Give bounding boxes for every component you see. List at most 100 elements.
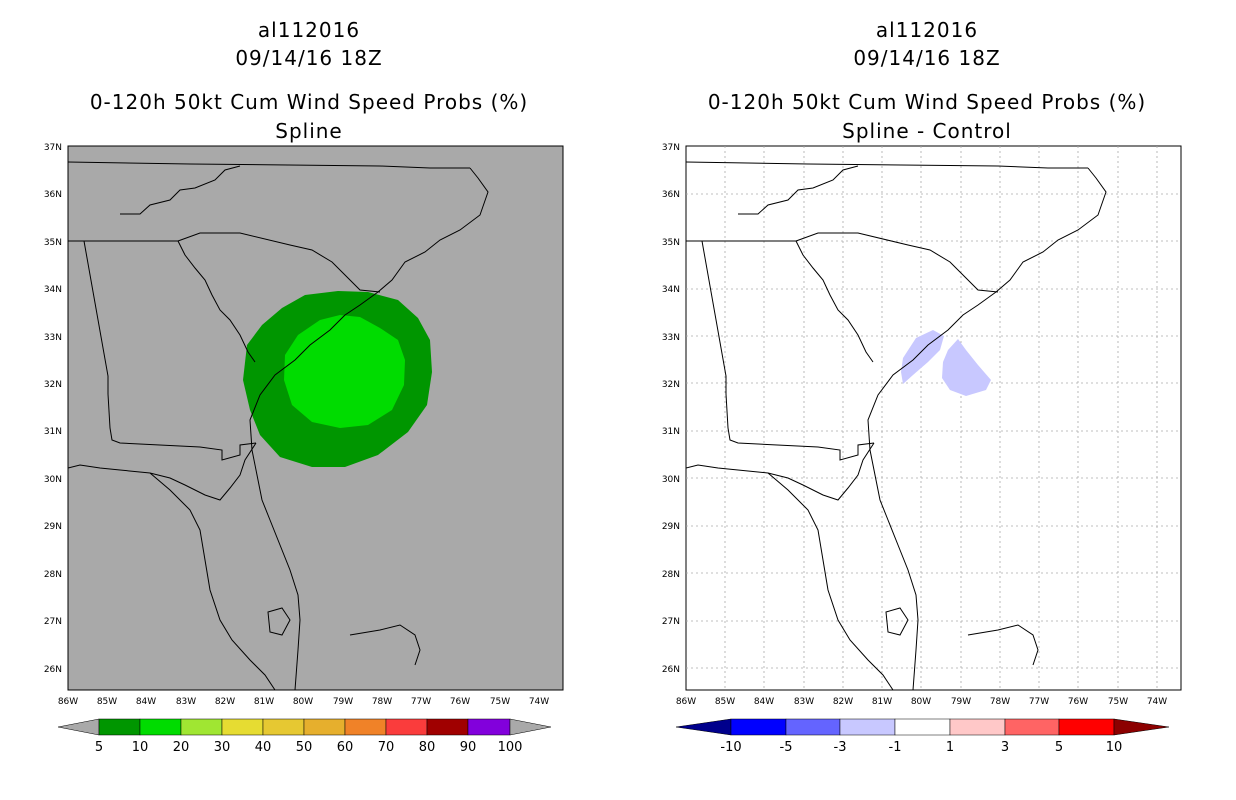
lon-tick: 76W	[450, 697, 470, 707]
colorbar-swatch	[839, 718, 896, 736]
right-panel: al112016 09/14/16 18Z 0-120h 50kt Cum Wi…	[618, 0, 1236, 800]
colorbar-swatch	[344, 718, 387, 736]
lat-tick: 36N	[44, 190, 62, 200]
lat-ticks-right: 37N 36N 35N 34N 33N 32N 31N 30N 29N 28N …	[662, 143, 680, 675]
colorbar-swatch	[180, 718, 223, 736]
colorbar-swatch	[467, 718, 511, 736]
colorbar-label: 30	[214, 740, 231, 755]
lon-tick: 83W	[176, 697, 196, 707]
prob-contour-10	[284, 315, 405, 428]
lat-ticks-left: 37N 36N 35N 34N 33N 32N 31N 30N 29N 28N …	[44, 143, 62, 675]
lon-tick: 85W	[715, 697, 735, 707]
lon-ticks-left: 86W 85W 84W 83W 82W 81W 80W 79W 78W 77W …	[58, 697, 549, 707]
map-background	[685, 145, 1182, 691]
colorbar-label: 5	[1055, 740, 1063, 755]
lon-tick: 80W	[911, 697, 931, 707]
date-time: 09/14/16 18Z	[853, 46, 1001, 70]
colorbar-label: 90	[460, 740, 477, 755]
colorbar-arrow-high	[1113, 718, 1170, 736]
colorbar-label: 5	[95, 740, 103, 755]
grid-lines	[686, 146, 1181, 690]
colorbar-swatch	[303, 718, 346, 736]
lat-tick: 27N	[44, 617, 62, 627]
colorbar-label: 80	[419, 740, 436, 755]
colorbar-swatch	[730, 718, 787, 736]
colorbar-swatch	[221, 718, 264, 736]
colorbar-swatch	[98, 718, 141, 736]
lat-tick: 37N	[662, 143, 680, 153]
lat-tick: 35N	[662, 238, 680, 248]
colorbar-label: -3	[834, 740, 847, 755]
lat-tick: 34N	[662, 285, 680, 295]
lon-tick: 82W	[833, 697, 853, 707]
colorbar-left: 5 10 20 30 40 50 60 70 80 90 100	[57, 718, 552, 755]
lon-tick: 86W	[676, 697, 696, 707]
colorbar-label: 3	[1001, 740, 1009, 755]
lat-tick: 37N	[44, 143, 62, 153]
colorbar-arrow-high	[509, 718, 552, 736]
lon-tick: 79W	[951, 697, 971, 707]
lon-tick: 77W	[1029, 697, 1049, 707]
colorbar-label: 10	[132, 740, 149, 755]
colorbar-swatch	[1058, 718, 1115, 736]
lat-tick: 26N	[662, 665, 680, 675]
lat-tick: 30N	[662, 475, 680, 485]
colorbar-label: 100	[498, 740, 523, 755]
lon-tick: 81W	[254, 697, 274, 707]
colorbar-label: 60	[337, 740, 354, 755]
lat-tick: 29N	[44, 522, 62, 532]
lat-tick: 31N	[44, 427, 62, 437]
lat-tick: 29N	[662, 522, 680, 532]
lat-tick: 34N	[44, 285, 62, 295]
chart-title: 0-120h 50kt Cum Wind Speed Probs (%)	[707, 90, 1147, 114]
colorbar-swatch	[262, 718, 305, 736]
lon-tick: 74W	[529, 697, 549, 707]
colorbar-swatch	[1004, 718, 1060, 736]
colorbar-label: 10	[1106, 740, 1123, 755]
lat-tick: 35N	[44, 238, 62, 248]
lon-tick: 74W	[1147, 697, 1167, 707]
lon-tick: 75W	[1108, 697, 1128, 707]
colorbar-label: 50	[296, 740, 313, 755]
coastline-right	[686, 161, 1107, 690]
lat-tick: 31N	[662, 427, 680, 437]
map-svg-left: 37N 36N 35N 34N 33N 32N 31N 30N 29N 28N …	[44, 143, 564, 755]
map-svg-right: 37N 36N 35N 34N 33N 32N 31N 30N 29N 28N …	[662, 143, 1182, 755]
colorbar-label: -5	[780, 740, 793, 755]
chart-subtitle: Spline - Control	[842, 119, 1012, 143]
colorbar-label: 40	[255, 740, 272, 755]
lon-tick: 75W	[490, 697, 510, 707]
diff-contour-east	[942, 339, 991, 396]
lat-tick: 27N	[662, 617, 680, 627]
lon-tick: 84W	[754, 697, 774, 707]
colorbar-label: 20	[173, 740, 190, 755]
lon-tick: 79W	[333, 697, 353, 707]
colorbar-swatch	[426, 718, 469, 736]
coastline-left	[68, 161, 489, 690]
colorbar-swatch	[385, 718, 428, 736]
storm-id: al112016	[875, 18, 979, 42]
lon-tick: 82W	[215, 697, 235, 707]
lon-tick: 76W	[1068, 697, 1088, 707]
lat-tick: 32N	[44, 380, 62, 390]
lat-tick: 28N	[44, 570, 62, 580]
colorbar-label: 1	[946, 740, 954, 755]
lon-tick: 81W	[872, 697, 892, 707]
lon-tick: 80W	[293, 697, 313, 707]
chart-title: 0-120h 50kt Cum Wind Speed Probs (%)	[89, 90, 529, 114]
left-panel: al112016 09/14/16 18Z 0-120h 50kt Cum Wi…	[44, 18, 564, 755]
lon-tick: 83W	[794, 697, 814, 707]
colorbar-arrow-low	[675, 718, 732, 736]
colorbar-right: -10 -5 -3 -1 1 3 5 10	[675, 718, 1170, 755]
date-time: 09/14/16 18Z	[235, 46, 383, 70]
lat-tick: 32N	[662, 380, 680, 390]
lat-tick: 26N	[44, 665, 62, 675]
lat-tick: 28N	[662, 570, 680, 580]
lon-tick: 84W	[136, 697, 156, 707]
lat-tick: 30N	[44, 475, 62, 485]
lat-tick: 33N	[662, 333, 680, 343]
lon-tick: 77W	[411, 697, 431, 707]
colorbar-swatch	[949, 718, 1006, 736]
diff-contour-west	[901, 330, 944, 384]
lon-tick: 78W	[990, 697, 1010, 707]
